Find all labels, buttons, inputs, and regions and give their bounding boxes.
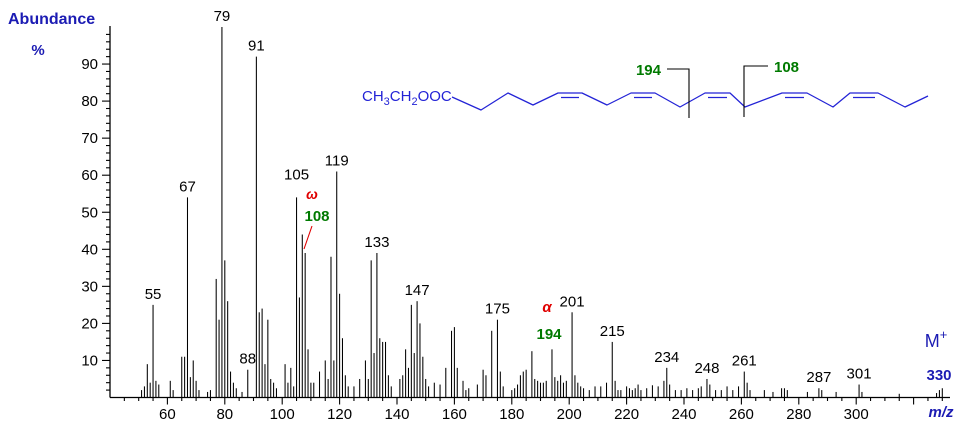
x-tick-label: 180 [499,406,524,423]
alpha-mass-label: 194 [536,326,562,343]
structure-label-194: 194 [636,62,662,79]
peak-label-67: 67 [179,178,196,195]
y-tick-label: 80 [81,93,98,110]
omega-symbol: ω [306,186,318,202]
y-tick-label: 40 [81,241,98,258]
y-tick-label: 60 [81,167,98,184]
y-tick-label: 10 [81,352,98,369]
x-tick-label: 220 [614,406,639,423]
peak-label-91: 91 [248,38,265,55]
y-tick-label: 90 [81,56,98,73]
y-axis-units: % [31,42,44,59]
peak-label-175: 175 [485,301,510,318]
y-tick-label: 70 [81,130,98,147]
x-axis-title: m/z [928,404,954,421]
alpha-annotation-group: α 194 [536,299,562,343]
molecular-ion-block: M+ 330 [925,327,952,384]
x-tick-label: 300 [844,406,869,423]
molecular-ion-mass: 330 [926,367,951,384]
axes: 10 20 30 40 50 60 70 80 90 60 80 100 120 140 160 180 200… [81,26,950,423]
structure-inset: CH3CH2OOC 194 108 [362,59,929,118]
peak-label-248: 248 [694,360,719,377]
omega-mass-label: 108 [304,208,329,225]
peak-label-105: 105 [284,166,309,183]
omega-pointer-line [303,225,313,250]
x-tick-label: 280 [786,406,811,423]
peak-lines [141,27,943,398]
cleavage-line-194 [667,68,690,118]
peak-label-133: 133 [364,234,389,251]
x-tick-label: 60 [159,406,176,423]
y-tick-label: 50 [81,204,98,221]
x-tick-label: 240 [671,406,696,423]
peak-label-234: 234 [654,349,679,366]
structure-label-108: 108 [774,59,799,76]
peak-label-88: 88 [239,351,256,368]
x-tick-label: 200 [557,406,582,423]
peak-label-261: 261 [732,353,757,370]
x-tick-label: 80 [216,406,233,423]
peak-label-119: 119 [325,152,349,169]
peak-label-55: 55 [145,286,162,303]
x-tick-label: 120 [327,406,352,423]
y-axis-title: Abundance [8,11,95,28]
peak-label-287: 287 [806,369,831,386]
peak-label-79: 79 [214,8,231,25]
x-tick-label: 160 [442,406,467,423]
omega-annotation-group: ω 108 [303,186,330,250]
peak-label-215: 215 [600,323,625,340]
peak-labels: 55 67 79 88 91 105 119 133 147 175 201 215 234 248 261… [145,8,872,386]
carbon-chain [451,92,929,111]
peak-label-147: 147 [405,282,430,299]
y-tick-label: 30 [81,278,98,295]
ester-formula: CH3CH2OOC [362,88,452,108]
alpha-symbol: α [542,299,552,316]
x-tick-label: 140 [384,406,409,423]
peak-label-201: 201 [560,293,585,310]
cleavage-line-108 [743,65,768,117]
y-tick-label: 20 [81,315,98,332]
x-tick-label: 260 [729,406,754,423]
x-tick-label: 100 [270,406,295,423]
peak-label-301: 301 [847,366,872,383]
molecular-ion-symbol: M+ [925,327,948,351]
